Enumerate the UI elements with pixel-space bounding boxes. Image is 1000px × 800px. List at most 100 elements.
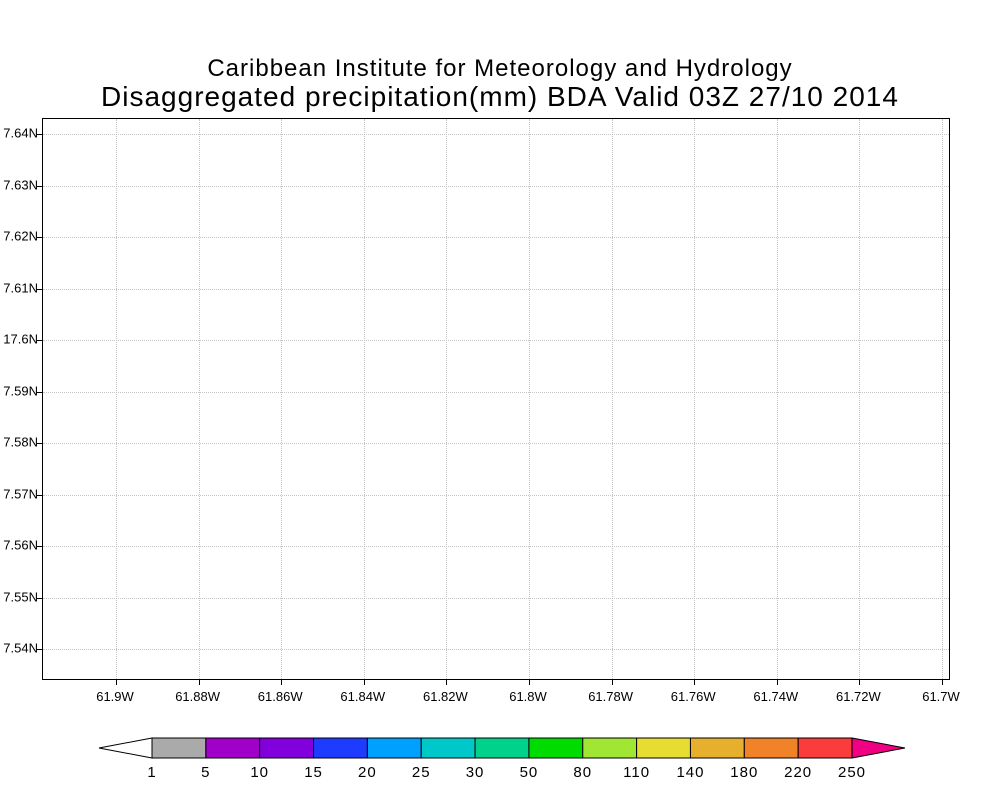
y-gridline — [43, 649, 949, 650]
y-gridline — [43, 546, 949, 547]
x-gridline — [611, 119, 613, 679]
x-tick-mark — [611, 679, 613, 685]
x-gridline — [776, 119, 778, 679]
x-tick-label: 61.9W — [96, 689, 134, 704]
x-tick-mark — [446, 679, 448, 685]
colorbar-segment — [797, 737, 853, 759]
colorbar-scale — [98, 737, 906, 759]
colorbar-segment — [689, 737, 745, 759]
colorbar-level-label: 250 — [837, 764, 867, 781]
colorbar-segment — [151, 737, 207, 759]
colorbar-segment — [205, 737, 261, 759]
colorbar — [97, 737, 907, 759]
colorbar-level-label: 5 — [201, 764, 211, 781]
y-gridline — [43, 185, 949, 187]
x-tick-mark — [694, 679, 696, 685]
x-tick-mark — [116, 679, 117, 685]
colorbar-level-label: 30 — [465, 764, 485, 781]
colorbar-level-label: 180 — [730, 764, 759, 781]
x-tick-label: 61.76W — [670, 689, 716, 704]
y-tick-mark — [37, 546, 43, 547]
colorbar-segment — [366, 737, 422, 759]
x-gridline — [529, 119, 530, 679]
x-gridline — [116, 119, 117, 679]
y-tick-label: 7.58N — [3, 434, 38, 450]
colorbar-level-label: 50 — [519, 764, 539, 781]
y-tick-label: 7.56N — [3, 537, 38, 553]
x-gridline — [446, 119, 448, 679]
x-tick-label: 61.7W — [922, 689, 960, 704]
y-tick-mark — [37, 340, 43, 341]
y-tick-mark — [37, 649, 43, 650]
y-tick-mark — [37, 597, 43, 599]
colorbar-under-arrow — [98, 737, 153, 759]
colorbar-level-label: 220 — [784, 764, 813, 781]
y-tick-mark — [37, 288, 43, 290]
y-gridline — [43, 288, 949, 290]
y-tick-mark — [37, 185, 43, 187]
x-gridline — [363, 119, 365, 679]
chart-title: Caribbean Institute for Meteorology and … — [207, 55, 793, 82]
x-tick-label: 61.78W — [588, 689, 633, 704]
y-gridline — [43, 340, 949, 341]
colorbar-level-label: 1 — [147, 764, 157, 781]
y-tick-mark — [37, 443, 43, 444]
x-gridline — [198, 119, 200, 679]
colorbar-segment — [743, 737, 799, 759]
x-tick-label: 61.84W — [340, 689, 386, 704]
colorbar-level-label: 140 — [676, 764, 705, 781]
colorbar-level-label: 25 — [411, 764, 431, 781]
y-tick-mark — [37, 494, 43, 496]
y-tick-label: 7.61N — [3, 280, 38, 295]
colorbar-level-label: 15 — [304, 764, 323, 781]
y-tick-mark — [37, 237, 43, 238]
y-tick-label: 7.64N — [3, 125, 38, 141]
colorbar-segment — [420, 737, 476, 759]
y-tick-label: 17.6N — [3, 331, 38, 347]
x-tick-mark — [776, 679, 778, 685]
y-gridline — [43, 494, 949, 496]
x-gridline — [281, 119, 283, 679]
x-tick-label: 61.74W — [753, 689, 799, 704]
x-tick-mark — [529, 679, 530, 685]
x-tick-label: 61.72W — [835, 689, 881, 704]
colorbar-over-arrow — [851, 737, 906, 759]
x-tick-label: 61.88W — [175, 689, 220, 704]
x-tick-label: 61.86W — [257, 689, 303, 704]
colorbar-segment — [528, 737, 584, 759]
x-gridline — [942, 119, 943, 679]
plot-area — [37, 118, 950, 685]
y-gridline — [43, 391, 949, 393]
chart-subtitle: Disaggregated precipitation(mm) BDA Vali… — [101, 81, 899, 112]
colorbar-level-label: 10 — [250, 764, 270, 781]
x-gridline — [694, 119, 696, 679]
x-tick-label: 61.8W — [509, 689, 547, 704]
y-gridline — [43, 134, 949, 135]
y-tick-mark — [37, 134, 43, 135]
x-tick-mark — [942, 679, 943, 685]
colorbar-level-label: 110 — [623, 764, 651, 781]
x-tick-mark — [281, 679, 283, 685]
y-tick-label: 7.57N — [3, 486, 38, 501]
x-gridline — [859, 119, 861, 679]
y-gridline — [43, 597, 949, 599]
colorbar-segment — [636, 737, 691, 759]
y-tick-label: 7.55N — [3, 589, 38, 604]
y-gridline — [43, 237, 949, 238]
y-tick-mark — [37, 391, 43, 393]
colorbar-segment — [474, 737, 530, 759]
y-tick-label: 7.62N — [3, 228, 38, 244]
colorbar-segment — [259, 737, 315, 759]
y-tick-label: 7.59N — [3, 383, 38, 398]
x-tick-mark — [363, 679, 365, 685]
y-tick-label: 7.63N — [3, 177, 38, 192]
x-tick-mark — [859, 679, 861, 685]
colorbar-segment — [582, 737, 638, 759]
x-tick-label: 61.82W — [422, 689, 468, 704]
x-tick-mark — [198, 679, 200, 685]
colorbar-level-label: 80 — [573, 764, 593, 781]
colorbar-segment — [313, 737, 368, 759]
y-gridline — [43, 443, 949, 444]
colorbar-level-label: 20 — [358, 764, 377, 781]
